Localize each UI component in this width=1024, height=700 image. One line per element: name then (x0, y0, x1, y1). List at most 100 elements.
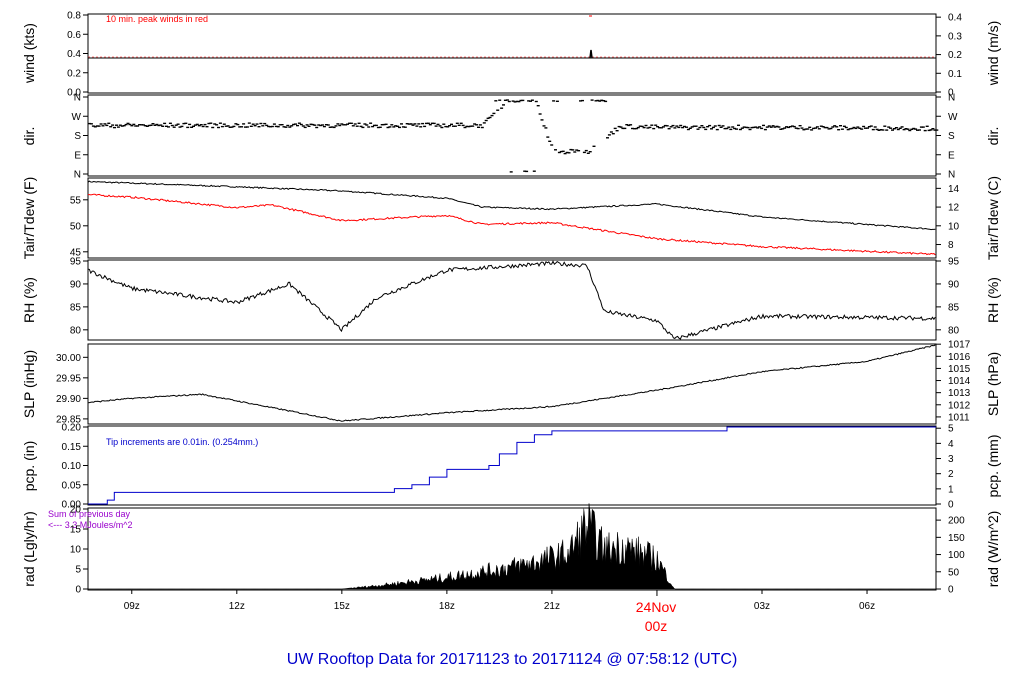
wind-right-label: wind (m/s) (985, 21, 1001, 87)
tair-line (87, 180, 936, 231)
day-label: 24Nov (636, 599, 676, 615)
temp-tick-label: 55 (70, 195, 82, 206)
wind-tick-label: 0.2 (67, 68, 81, 79)
slp-right-label: SLP (hPa) (985, 352, 1001, 416)
rad-sum-note: Sum of previous day (48, 509, 131, 519)
rh-left-label: RH (%) (21, 277, 37, 323)
rh-tick-label: 80 (70, 325, 82, 336)
rh-tick-label: 90 (70, 279, 82, 290)
x-tick-label: 09z (124, 601, 140, 612)
pcp-right-label: pcp. (mm) (985, 435, 1001, 498)
x-tick-label: 18z (439, 601, 455, 612)
temp-left-label: Tair/Tdew (F) (21, 177, 37, 259)
rad-tick-label: 5 (75, 565, 81, 576)
dir-points (88, 99, 939, 173)
slp-tick-label: 1014 (948, 376, 971, 387)
rad-right-label: rad (W/m^2) (985, 511, 1001, 588)
temp-tick-label: 12 (948, 203, 960, 214)
slp-tick-label: 1015 (948, 364, 971, 375)
rad-tick-label: 20 (70, 505, 82, 516)
wind-tick-label: 0.4 (948, 13, 962, 24)
dir-left-label: dir. (21, 127, 37, 146)
day-hour-label: 00z (645, 618, 668, 634)
rad-tick-label: 50 (948, 567, 960, 578)
temp-tick-label: 8 (948, 240, 954, 251)
rh-tick-label: 95 (948, 257, 960, 268)
dir-tick-label: N (74, 93, 81, 104)
wind-tick-label: 0.0 (67, 88, 81, 99)
slp-tick-label: 29.90 (56, 394, 81, 405)
dir-tick-label: E (74, 150, 81, 161)
x-axis: 09z 12z 15z 18z 21z 03z 06z (124, 590, 875, 612)
dir-tick-label: N (948, 93, 955, 104)
rh-line (87, 260, 936, 340)
pcp-tick-label: 4 (948, 439, 954, 450)
rad-tick-label: 15 (70, 525, 82, 536)
pcp-tip-note: Tip increments are 0.01in. (0.254mm.) (106, 437, 258, 447)
tdew-line (88, 193, 936, 256)
panel-wind: wind (kts) wind (m/s) 10 min. peak winds… (21, 11, 1001, 99)
dir-tick-label: W (948, 112, 958, 123)
slp-tick-label: 1012 (948, 400, 971, 411)
wind-frame (87, 13, 937, 94)
panel-temp: Tair/Tdew (F) Tair/Tdew (C) 55 50 45 14 12 10… (21, 176, 1001, 260)
wind-tick-label: 0.1 (948, 69, 962, 80)
wind-spike (589, 49, 593, 59)
x-tick-label: 03z (754, 601, 770, 612)
x-tick-label: 12z (229, 601, 245, 612)
pcp-tick-label: 5 (948, 424, 954, 435)
wind-tick-label: 0.6 (67, 30, 81, 41)
dir-frame (87, 94, 937, 177)
footer-title: UW Rooftop Data for 20171123 to 20171124… (287, 651, 738, 668)
x-tick-label: 15z (334, 601, 350, 612)
temp-frame (87, 177, 937, 259)
rad-tick-label: 100 (948, 550, 965, 561)
panel-rh: RH (%) RH (%) 95 90 85 80 95 90 85 80 (21, 257, 1001, 341)
pcp-tick-label: 0.20 (62, 423, 82, 434)
temp-right-label: Tair/Tdew (C) (985, 176, 1001, 260)
rh-tick-label: 95 (70, 257, 82, 268)
rad-tick-label: 150 (948, 533, 965, 544)
rad-tick-label: 200 (948, 516, 965, 527)
dir-tick-label: W (72, 112, 82, 123)
temp-tick-label: 50 (70, 221, 82, 232)
rad-tick-label: 0 (948, 585, 954, 596)
slp-tick-label: 29.95 (56, 373, 81, 384)
dir-tick-label: S (948, 131, 955, 142)
wind-tick-label: 0.2 (948, 50, 962, 61)
wind-left-label: wind (kts) (21, 23, 37, 84)
pcp-line (88, 426, 936, 505)
pcp-left-label: pcp. (in) (21, 441, 37, 492)
pcp-tick-label: 1 (948, 484, 954, 495)
rh-tick-label: 80 (948, 325, 960, 336)
wind-tick-label: 0 (948, 88, 954, 99)
wind-peak-note: 10 min. peak winds in red (106, 14, 208, 24)
pcp-tick-label: 2 (948, 469, 954, 480)
pcp-tick-label: 3 (948, 454, 954, 465)
rad-tick-label: 0 (75, 585, 81, 596)
temp-tick-label: 10 (948, 221, 960, 232)
panel-slp: SLP (inHg) SLP (hPa) 30.00 29.95 29.90 29.8… (21, 340, 1001, 426)
rad-sum-value: <--- 3.3 MJoules/m^2 (48, 520, 133, 530)
rad-tick-label: 10 (70, 545, 82, 556)
pcp-tick-label: 0.10 (62, 461, 82, 472)
dir-tick-label: E (948, 150, 955, 161)
dir-tick-label: S (74, 131, 81, 142)
temp-tick-label: 14 (948, 184, 960, 195)
wind-tick-label: 0.3 (948, 31, 962, 42)
wind-tick-label: 0.8 (67, 11, 81, 22)
rad-area (88, 503, 936, 590)
dir-tick-label: N (948, 170, 955, 181)
x-tick-label: 21z (544, 601, 560, 612)
wind-tick-label: 0.4 (67, 49, 81, 60)
slp-frame (87, 343, 937, 425)
panel-pcp: pcp. (in) pcp. (mm) Tip increments are 0… (21, 423, 1001, 511)
slp-tick-label: 1011 (948, 412, 970, 423)
rh-right-label: RH (%) (985, 277, 1001, 323)
slp-left-label: SLP (inHg) (21, 350, 37, 418)
slp-line (87, 344, 936, 422)
slp-tick-label: 1017 (948, 340, 971, 351)
panel-rad: rad (Lgly/hr) rad (W/m^2) Sum of previou… (21, 503, 1001, 596)
